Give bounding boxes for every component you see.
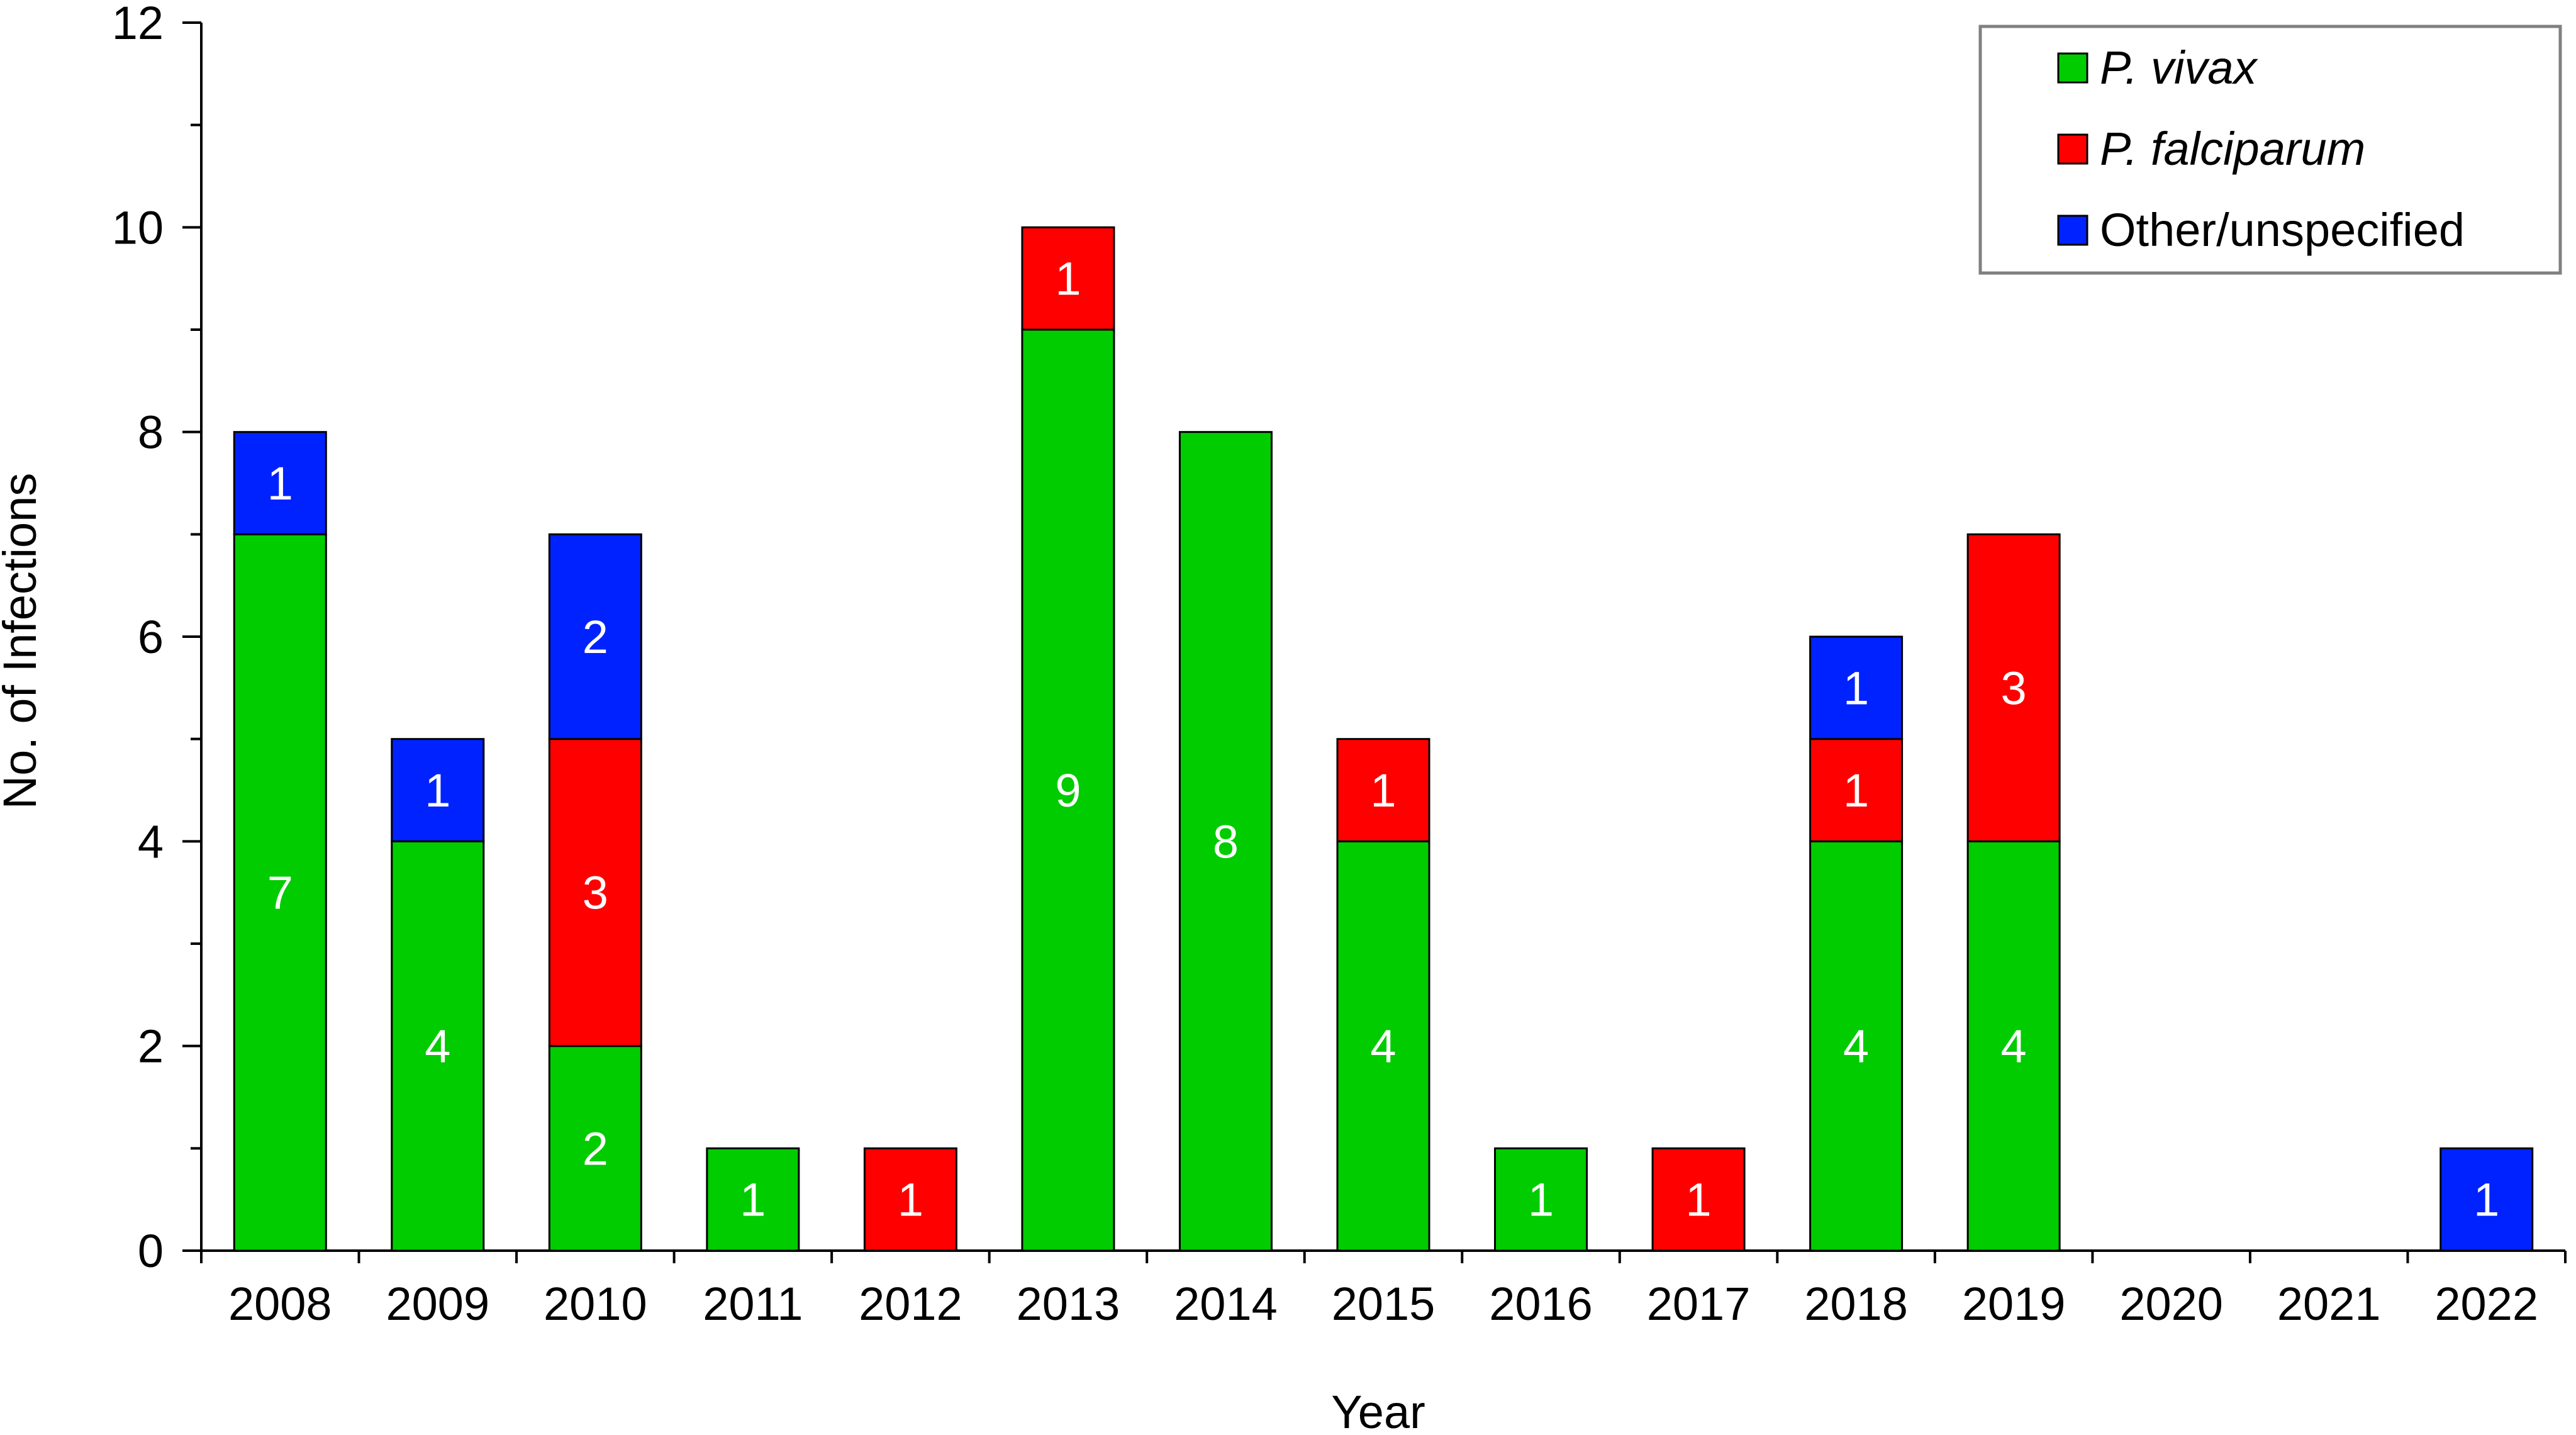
bar-value-label-p-vivax-2010: 2 xyxy=(583,1122,608,1175)
bar-value-label-p-vivax-2015: 4 xyxy=(1370,1020,1396,1073)
bar-segment-p-vivax-2013 xyxy=(1021,328,1115,1252)
x-tick-label: 2021 xyxy=(2277,1278,2381,1330)
y-tick-label: 10 xyxy=(112,201,164,254)
x-tick-label: 2019 xyxy=(1962,1278,2066,1330)
x-tick-label: 2012 xyxy=(859,1278,962,1330)
bar-value-label-other-unspecified-2008: 1 xyxy=(267,457,293,510)
bar-segment-p-vivax-2010 xyxy=(548,1045,642,1252)
bar-segment-p-vivax-2011 xyxy=(706,1147,800,1252)
y-axis-title: No. of Infections xyxy=(0,473,46,810)
x-tick-label: 2010 xyxy=(544,1278,647,1330)
bar-segment-other-unspecified-2022 xyxy=(2439,1147,2534,1252)
bar-value-label-other-unspecified-2018: 1 xyxy=(1843,662,1869,714)
bar-segment-p-vivax-2014 xyxy=(1178,431,1273,1252)
bar-value-label-p-falciparum-2012: 1 xyxy=(898,1174,923,1226)
bar-segment-other-unspecified-2010 xyxy=(548,533,642,740)
bar-value-label-p-vivax-2014: 8 xyxy=(1213,815,1239,868)
x-tick-label: 2015 xyxy=(1332,1278,1436,1330)
bar-segment-p-falciparum-2018 xyxy=(1809,738,1904,842)
bar-segment-p-falciparum-2015 xyxy=(1336,738,1430,842)
bar-segment-p-vivax-2015 xyxy=(1336,840,1430,1252)
bar-segment-p-falciparum-2017 xyxy=(1651,1147,1746,1252)
x-tick-labels: 2008 2009 2010 2011 2012 2013 2014 2015 2016 2017… xyxy=(228,1278,2538,1330)
bar-value-label-p-vivax-2009: 4 xyxy=(425,1020,450,1073)
y-tick-label: 6 xyxy=(138,611,164,663)
x-tick-label: 2018 xyxy=(1804,1278,1908,1330)
bar-value-label-p-vivax-2011: 1 xyxy=(740,1174,766,1226)
legend-label-other-unspecified: Other/unspecified xyxy=(2100,204,2465,256)
bar-value-label-p-falciparum-2018: 1 xyxy=(1843,764,1869,817)
x-tick-label: 2008 xyxy=(228,1278,332,1330)
legend-label-p-falciparum: P. falciparum xyxy=(2100,123,2365,175)
bars xyxy=(233,226,2534,1252)
legend-swatch-other-unspecified xyxy=(2057,215,2088,246)
x-tick-label: 2016 xyxy=(1489,1278,1593,1330)
bar-segment-p-vivax-2018 xyxy=(1809,840,1904,1252)
bar-value-label-other-unspecified-2009: 1 xyxy=(425,764,450,817)
bar-segment-p-vivax-2016 xyxy=(1494,1147,1588,1252)
bar-segment-p-vivax-2009 xyxy=(391,840,485,1252)
bar-segment-other-unspecified-2008 xyxy=(233,431,327,535)
bar-segment-other-unspecified-2018 xyxy=(1809,635,1904,740)
bar-value-label-p-falciparum-2015: 1 xyxy=(1370,764,1396,817)
bar-value-label-p-falciparum-2010: 3 xyxy=(583,867,608,919)
x-tick-label: 2009 xyxy=(386,1278,489,1330)
bar-value-label-p-falciparum-2013: 1 xyxy=(1055,253,1081,305)
y-tick-label: 0 xyxy=(138,1225,164,1277)
x-axis-title: Year xyxy=(1331,1386,1425,1435)
bar-segment-other-unspecified-2009 xyxy=(391,738,485,842)
legend-swatch-p-falciparum xyxy=(2057,133,2088,165)
bar-segment-p-falciparum-2012 xyxy=(863,1147,957,1252)
y-tick-labels: 0 2 4 6 8 10 12 xyxy=(112,0,164,1277)
x-tick-label: 2013 xyxy=(1017,1278,1120,1330)
bar-value-label-p-falciparum-2019: 3 xyxy=(2001,662,2027,714)
bar-value-label-p-vivax-2019: 4 xyxy=(2001,1020,2027,1073)
y-tick-label: 4 xyxy=(138,815,164,868)
y-tick-label: 12 xyxy=(112,0,164,49)
x-tick-label: 2020 xyxy=(2119,1278,2223,1330)
bar-value-label-p-vivax-2013: 9 xyxy=(1055,764,1081,817)
y-tick-label: 2 xyxy=(138,1020,164,1073)
legend: P. vivax P. falciparum Other/unspecified xyxy=(1978,25,2562,275)
legend-label-p-vivax: P. vivax xyxy=(2100,42,2259,94)
x-tick-label: 2022 xyxy=(2434,1278,2538,1330)
bar-segment-p-falciparum-2013 xyxy=(1021,226,1115,331)
bar-value-label-p-falciparum-2017: 1 xyxy=(1685,1174,1711,1226)
bar-segment-p-falciparum-2010 xyxy=(548,738,642,1047)
bar-segment-p-vivax-2019 xyxy=(1966,840,2061,1252)
bar-value-label-p-vivax-2008: 7 xyxy=(267,867,293,919)
x-tick-label: 2017 xyxy=(1647,1278,1751,1330)
bar-value-label-p-vivax-2016: 1 xyxy=(1528,1174,1554,1226)
bar-value-label-other-unspecified-2022: 1 xyxy=(2473,1174,2499,1226)
y-tick-label: 8 xyxy=(138,406,164,459)
bar-segment-p-vivax-2008 xyxy=(233,533,327,1252)
bar-segment-p-falciparum-2019 xyxy=(1966,533,2061,842)
x-tick-label: 2014 xyxy=(1174,1278,1278,1330)
legend-swatch-p-vivax xyxy=(2057,52,2088,84)
bar-value-labels: 7 1 4 1 2 3 2 1 1 9 1 8 4 1 1 1 4 1 1 4 3 1 xyxy=(267,253,2500,1226)
bar-value-label-p-vivax-2018: 4 xyxy=(1843,1020,1869,1073)
bar-value-label-other-unspecified-2010: 2 xyxy=(583,611,608,663)
x-tick-label: 2011 xyxy=(703,1278,803,1330)
